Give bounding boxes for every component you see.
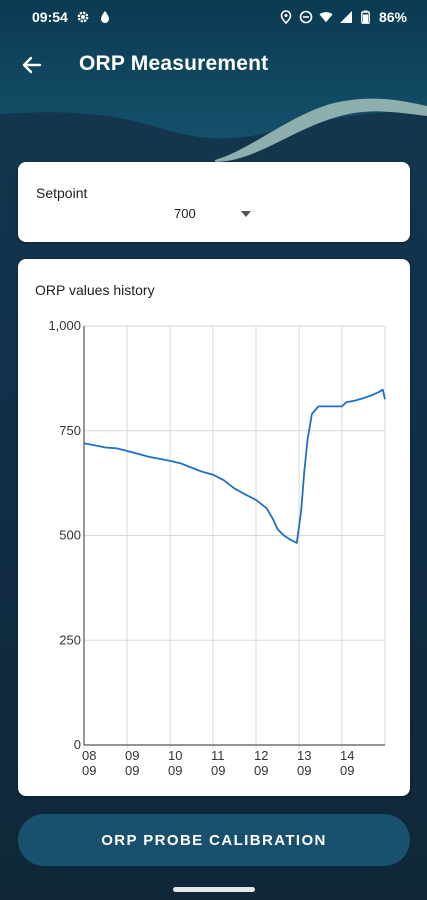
location-icon (279, 10, 293, 24)
x-tick-label: 13 (297, 748, 311, 763)
x-tick-label: 09 (340, 763, 354, 778)
y-tick-label: 250 (59, 632, 81, 647)
wifi-icon (319, 10, 333, 24)
setpoint-card: Setpoint 700 (18, 162, 410, 242)
orp-history-chart: 02505007501,0000809090910091109120913091… (48, 318, 386, 778)
setpoint-label: Setpoint (36, 185, 88, 201)
calibration-button-label: ORP PROBE CALIBRATION (101, 831, 327, 849)
y-tick-label: 500 (59, 528, 81, 543)
signal-icon (339, 10, 353, 24)
orp-series-line (83, 388, 386, 544)
app-bar: ORP Measurement (0, 40, 427, 90)
x-tick-label: 12 (254, 748, 268, 763)
orp-probe-calibration-button[interactable]: ORP PROBE CALIBRATION (18, 814, 410, 866)
chart-title: ORP values history (35, 282, 155, 298)
chevron-down-icon (241, 211, 251, 217)
back-button[interactable] (18, 51, 46, 79)
x-tick-label: 09 (168, 763, 182, 778)
x-tick-label: 09 (82, 763, 96, 778)
battery-icon (359, 10, 373, 24)
status-time: 09:54 (32, 9, 68, 25)
x-tick-label: 14 (340, 748, 354, 763)
x-tick-label: 09 (211, 763, 225, 778)
drop-icon (98, 10, 112, 24)
orp-history-card: ORP values history 0 250 500 750 1,000 08 09 09… (18, 259, 410, 796)
arrow-left-icon (22, 56, 42, 74)
setpoint-dropdown[interactable]: 700 (168, 202, 258, 226)
y-tick-label: 0 (74, 737, 81, 752)
x-tick-label: 11 (211, 748, 225, 763)
x-tick-label: 09 (297, 763, 311, 778)
dnd-icon (299, 10, 313, 24)
x-tick-label: 10 (168, 748, 182, 763)
gear-icon (76, 10, 90, 24)
battery-percent: 86% (378, 9, 407, 25)
header-wave-decoration (0, 0, 427, 170)
y-tick-label: 750 (59, 423, 81, 438)
y-tick-label: 1,000 (48, 318, 81, 333)
page-title: ORP Measurement (79, 52, 269, 75)
x-tick-label: 09 (254, 763, 268, 778)
setpoint-value: 700 (174, 206, 196, 221)
status-bar: 09:54 86% (0, 0, 427, 34)
gesture-nav-handle[interactable] (173, 887, 255, 892)
x-tick-label: 08 (82, 748, 96, 763)
x-tick-label: 09 (125, 748, 139, 763)
x-tick-label: 09 (125, 763, 139, 778)
